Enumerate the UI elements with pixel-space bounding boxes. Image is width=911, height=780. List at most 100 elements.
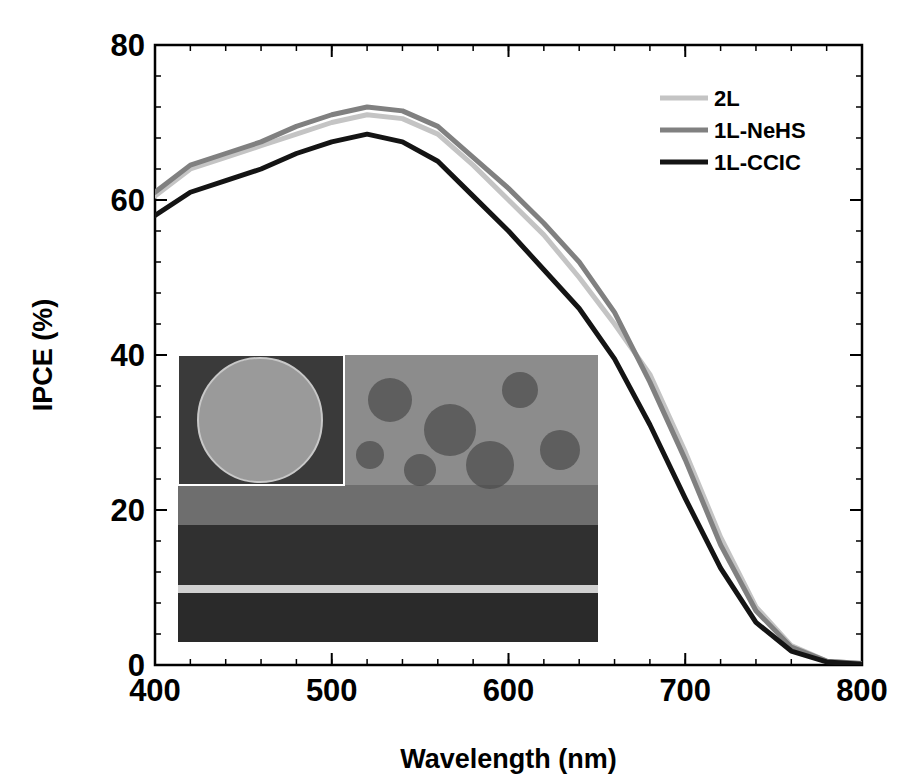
y-minor-tick: [856, 385, 862, 387]
x-minor-tick: [720, 45, 722, 51]
x-tick: [154, 45, 156, 57]
x-tick: [861, 45, 863, 57]
y-tick: [155, 44, 167, 46]
x-minor-tick: [578, 659, 580, 665]
legend-swatch: [660, 96, 708, 101]
inset-particle: [424, 404, 476, 456]
sem-inset: [178, 355, 598, 642]
y-tick-label: 60: [111, 183, 145, 218]
y-tick: [850, 199, 862, 201]
x-minor-tick: [791, 45, 793, 51]
x-tick: [508, 45, 510, 57]
x-minor-tick: [402, 45, 404, 51]
y-minor-tick: [155, 633, 161, 635]
x-minor-tick: [543, 659, 545, 665]
series-line: [155, 115, 862, 664]
series-line: [155, 107, 862, 663]
x-minor-tick: [260, 659, 262, 665]
x-minor-tick: [755, 659, 757, 665]
plot-frame: [155, 45, 862, 665]
x-minor-tick: [755, 45, 757, 51]
inset-substrate: [178, 525, 598, 585]
inset-particle: [368, 378, 412, 422]
x-minor-tick: [791, 659, 793, 665]
x-minor-tick: [649, 45, 651, 51]
y-tick: [155, 199, 167, 201]
x-minor-tick: [826, 45, 828, 51]
y-minor-tick: [856, 137, 862, 139]
y-minor-tick: [856, 106, 862, 108]
legend: 2L1L-NeHS1L-CCIC: [660, 86, 806, 175]
y-minor-tick: [856, 292, 862, 294]
x-tick-label: 500: [306, 673, 358, 708]
x-minor-tick: [543, 45, 545, 51]
y-tick: [155, 354, 167, 356]
x-minor-tick: [296, 659, 298, 665]
x-tick: [508, 653, 510, 665]
y-minor-tick: [155, 571, 161, 573]
y-tick: [850, 509, 862, 511]
x-minor-tick: [260, 45, 262, 51]
x-minor-tick: [225, 45, 227, 51]
y-minor-tick: [155, 168, 161, 170]
y-minor-tick: [856, 75, 862, 77]
x-tick: [331, 653, 333, 665]
x-minor-tick: [472, 659, 474, 665]
legend-label: 1L-NeHS: [714, 118, 806, 143]
y-minor-tick: [155, 230, 161, 232]
inset-bg: [178, 355, 598, 642]
y-minor-tick: [155, 106, 161, 108]
x-tick: [154, 653, 156, 665]
x-minor-tick: [437, 45, 439, 51]
y-minor-tick: [856, 633, 862, 635]
y-minor-tick: [155, 416, 161, 418]
y-tick-label: 0: [128, 648, 145, 683]
inset-sub-image: [178, 355, 344, 485]
inset-line: [178, 585, 598, 593]
x-tick-label: 600: [483, 673, 535, 708]
x-minor-tick: [614, 45, 616, 51]
y-minor-tick: [856, 602, 862, 604]
x-tick: [331, 45, 333, 57]
x-minor-tick: [578, 45, 580, 51]
y-minor-tick: [155, 540, 161, 542]
x-minor-tick: [190, 659, 192, 665]
y-minor-tick: [155, 447, 161, 449]
x-minor-tick: [296, 45, 298, 51]
x-axis-title: Wavelength (nm): [400, 744, 617, 774]
y-minor-tick: [856, 447, 862, 449]
legend-swatch: [660, 128, 708, 133]
inset-particle: [502, 372, 538, 408]
x-minor-tick: [614, 659, 616, 665]
inset-particle: [356, 441, 384, 469]
x-tick: [684, 653, 686, 665]
inset-sphere: [198, 358, 322, 482]
y-tick: [155, 509, 167, 511]
x-tick: [684, 45, 686, 57]
x-minor-tick: [649, 659, 651, 665]
x-minor-tick: [437, 659, 439, 665]
y-tick-label: 40: [111, 338, 145, 373]
legend-label: 2L: [714, 86, 740, 111]
y-minor-tick: [856, 540, 862, 542]
y-tick-label: 20: [111, 493, 145, 528]
y-tick: [850, 44, 862, 46]
inset-particle: [466, 441, 514, 489]
inset-layer: [178, 485, 598, 525]
y-tick: [850, 354, 862, 356]
y-minor-tick: [155, 75, 161, 77]
y-minor-tick: [155, 261, 161, 263]
y-minor-tick: [155, 292, 161, 294]
x-minor-tick: [190, 45, 192, 51]
y-minor-tick: [856, 571, 862, 573]
y-minor-tick: [155, 323, 161, 325]
y-tick: [155, 664, 167, 666]
y-tick-label: 80: [111, 28, 145, 63]
y-minor-tick: [155, 137, 161, 139]
x-tick-label: 700: [659, 673, 711, 708]
y-minor-tick: [856, 168, 862, 170]
inset-particle: [404, 454, 436, 486]
chart: 400500600700800020406080Wavelength (nm)I…: [0, 0, 911, 780]
y-minor-tick: [155, 385, 161, 387]
y-minor-tick: [856, 416, 862, 418]
